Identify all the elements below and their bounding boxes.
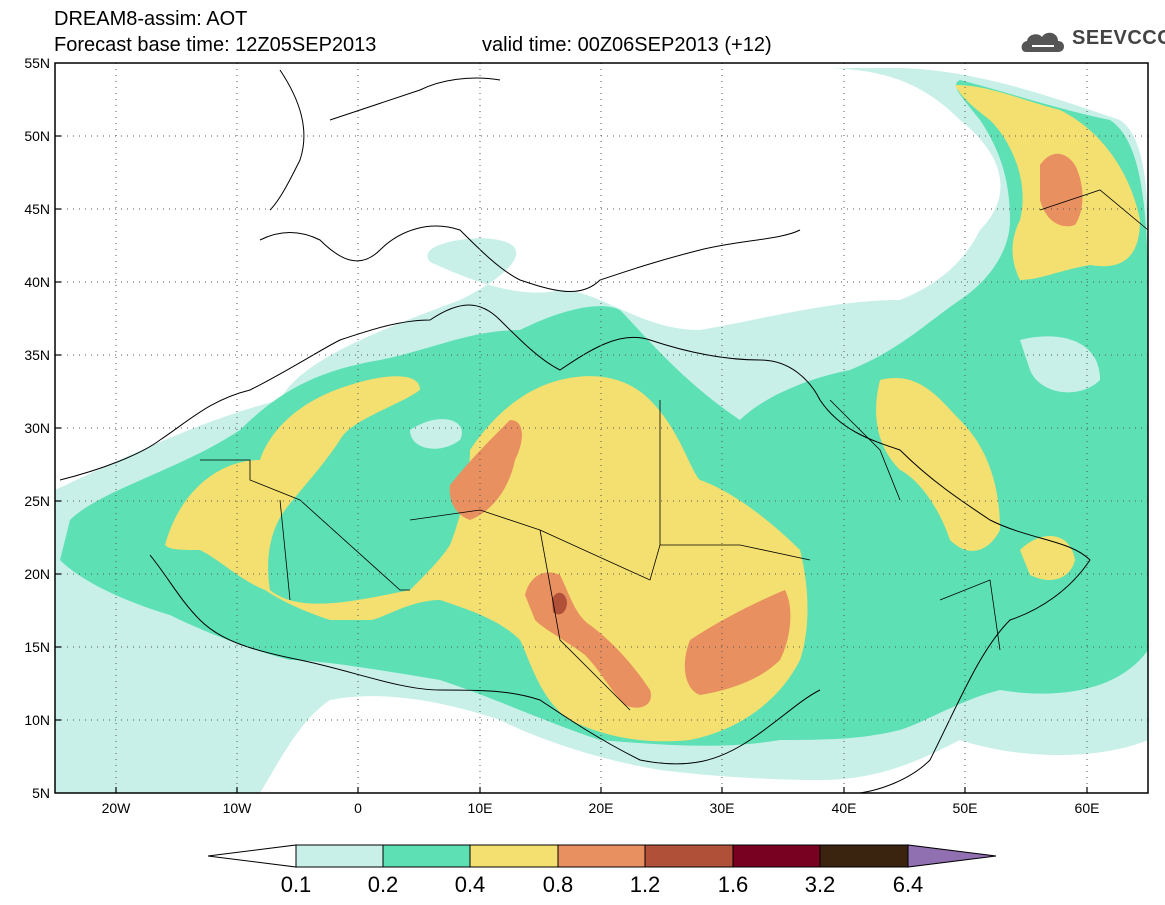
lon-label: 0: [354, 800, 362, 816]
lon-label: 20E: [588, 800, 614, 816]
lat-label: 40N: [24, 274, 50, 290]
colorbar-label: 1.6: [717, 872, 749, 897]
lon-label: 10E: [467, 800, 493, 816]
lat-label: 30N: [24, 420, 50, 436]
lon-label: 10W: [222, 800, 252, 816]
lat-label: 50N: [24, 128, 50, 144]
lat-label: 45N: [24, 201, 50, 217]
forecast-base-time: Forecast base time: 12Z05SEP2013: [54, 34, 377, 56]
cloud-icon: [1021, 32, 1064, 52]
lon-label: 30E: [709, 800, 735, 816]
lat-label: 10N: [24, 712, 50, 728]
lon-label: 40E: [831, 800, 857, 816]
colorbar-label: 1.2: [629, 872, 661, 897]
colorbar-label: 6.4: [892, 872, 924, 897]
lat-label: 55N: [24, 55, 50, 71]
coastlines: [59, 69, 1091, 793]
lat-label: 15N: [24, 639, 50, 655]
map-grid: [55, 63, 1148, 793]
lat-label: 25N: [24, 493, 50, 509]
lon-label: 20W: [101, 800, 131, 816]
colorbar-label: 0.8: [542, 872, 574, 897]
lat-label: 35N: [24, 347, 50, 363]
colorbar-label: 0.2: [367, 872, 399, 897]
colorbar-label: 3.2: [804, 872, 836, 897]
lon-label: 50E: [952, 800, 978, 816]
lat-label: 5N: [32, 785, 50, 801]
country-borders: [200, 189, 1148, 711]
lon-label: 60E: [1074, 800, 1100, 816]
aot-contour-0.8: [449, 153, 1083, 708]
aot-contour-1.2: [552, 592, 567, 615]
map-title: DREAM8-assim: AOT: [54, 8, 248, 30]
colorbar-label: 0.4: [454, 872, 486, 897]
lat-label: 20N: [24, 566, 50, 582]
valid-time: valid time: 00Z06SEP2013 (+12): [482, 34, 772, 56]
seevccc-logo: SEEVCCC: [1072, 27, 1165, 49]
colorbar-label: 0.1: [280, 872, 312, 897]
